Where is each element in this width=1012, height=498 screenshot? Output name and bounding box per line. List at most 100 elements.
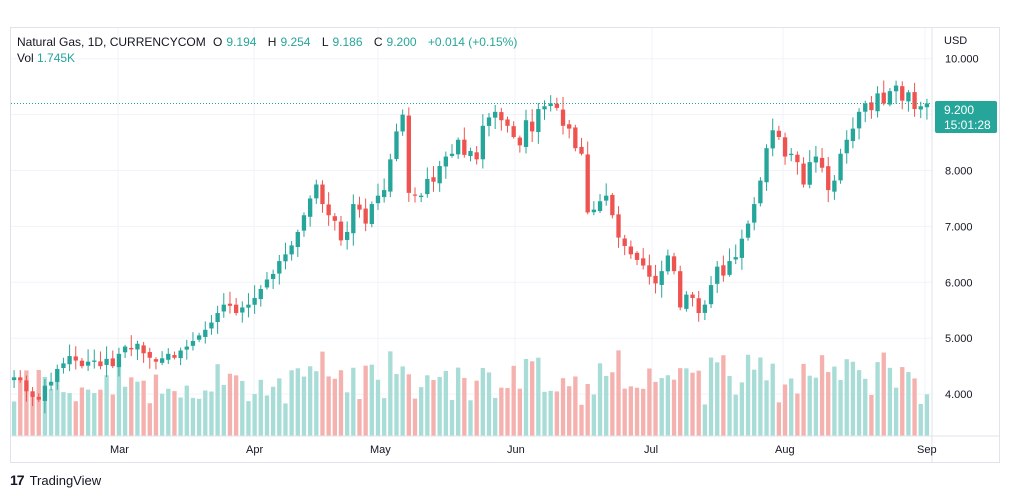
candle-body [295, 232, 300, 247]
volume-bar [258, 379, 263, 436]
volume-bar [702, 404, 708, 436]
y-tick-label: 7.000 [945, 221, 973, 233]
volume-bar [443, 370, 448, 436]
volume-bar [678, 368, 683, 436]
candle-body [567, 124, 572, 129]
volume-bar [85, 389, 91, 436]
chart-frame [10, 27, 1000, 463]
volume-bar [11, 401, 17, 436]
candle-body [338, 221, 344, 241]
candle-body [597, 201, 603, 212]
candle-body [776, 130, 782, 137]
candle-body [122, 346, 128, 353]
x-tick-label: Apr [246, 444, 263, 456]
candle-body [196, 335, 202, 340]
volume-bar [326, 376, 331, 436]
volume-bar [110, 394, 115, 436]
close-value: 9.200 [386, 35, 417, 49]
volume-bar [344, 392, 350, 436]
volume-bar [289, 370, 294, 436]
volume-bar [924, 394, 930, 436]
candle-body [18, 377, 23, 381]
volume-bar [141, 380, 146, 436]
candle-body [653, 275, 658, 284]
volume-bar [554, 391, 560, 436]
candle-body [159, 358, 165, 363]
candle-body [764, 148, 769, 183]
candle-body [36, 396, 41, 400]
volume-bar [622, 388, 627, 436]
candle-body [110, 358, 115, 367]
ohlc-legend: Natural Gas, 1D, CURRENCYCOM O 9.194 H 9.2… [17, 34, 521, 51]
candle-body [11, 377, 17, 381]
volume-bar [591, 394, 597, 436]
candle-body [141, 345, 146, 354]
candle-body [906, 92, 911, 102]
candle-body [203, 329, 208, 337]
candle-body [702, 304, 708, 313]
volume-bar [252, 393, 257, 436]
volume-bar [462, 377, 467, 436]
volume-bar [789, 378, 794, 436]
volume-bar [863, 378, 868, 436]
candle-body [332, 216, 337, 221]
candle-body [24, 380, 29, 392]
volume-bar [196, 398, 202, 436]
volume-bar [782, 384, 788, 436]
brand-name: TradingView [29, 472, 102, 488]
high-label: H [267, 35, 277, 49]
candle-body [344, 232, 350, 240]
volume-bar [832, 366, 837, 436]
candle-body [807, 162, 812, 185]
candle-body [104, 358, 109, 365]
candle-body [708, 285, 714, 305]
candle-body [431, 177, 436, 182]
volume-bars [11, 350, 930, 436]
candle-body [752, 204, 757, 223]
volume-bar [122, 386, 128, 436]
candle-body [900, 86, 905, 101]
candle-body [456, 139, 461, 155]
volume-bar [301, 376, 307, 436]
volume-bar [659, 378, 664, 436]
volume-bar [270, 386, 276, 436]
candle-body [493, 111, 498, 118]
volume-bar [764, 380, 769, 436]
volume-bar [431, 380, 436, 436]
candle-body [616, 214, 621, 238]
candle-body [912, 92, 917, 110]
candle-body [283, 254, 288, 262]
candle-body [838, 153, 843, 181]
volume-bar [918, 404, 923, 436]
candle-body [665, 255, 671, 272]
open-label: O [213, 35, 223, 49]
volume-bar [542, 391, 547, 436]
volume-bar [573, 376, 578, 436]
volume-bar [671, 379, 677, 436]
tradingview-brand[interactable]: 17 TradingView [10, 472, 101, 488]
volume-bar [511, 365, 516, 436]
volume-bar [30, 395, 35, 436]
candle-body [221, 304, 226, 312]
candle-body [67, 356, 72, 365]
candle-body [499, 112, 504, 121]
volume-bar [696, 370, 701, 436]
volume-bar [912, 378, 917, 436]
volume-bar [147, 403, 152, 436]
volume-bar [449, 400, 455, 436]
x-tick-label: May [370, 444, 391, 456]
candle-body [363, 208, 368, 224]
candle-body [530, 121, 535, 132]
volume-bar [801, 363, 806, 436]
volume-bar [776, 402, 782, 436]
volume-bar [856, 370, 862, 436]
candle-body [770, 130, 775, 149]
low-value: 9.186 [332, 35, 363, 49]
candle-body [511, 126, 516, 137]
volume-bar [67, 393, 72, 436]
volume-bar [18, 377, 23, 436]
candle-body [789, 153, 794, 156]
candle-body [406, 115, 411, 193]
candle-body [314, 184, 319, 199]
